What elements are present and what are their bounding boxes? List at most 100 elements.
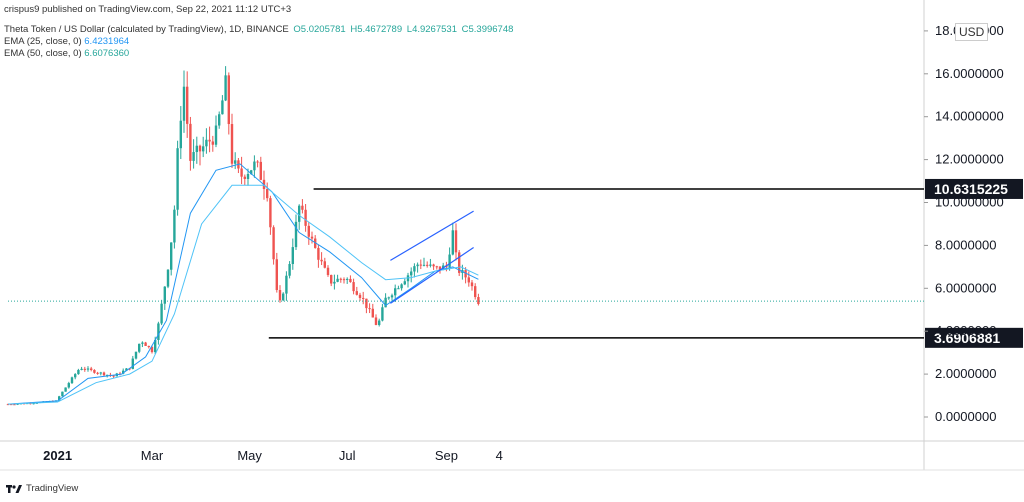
x-tick-label: Sep: [435, 448, 458, 463]
candle-body: [346, 278, 349, 280]
ema25-label: EMA (25, close, 0): [4, 36, 82, 47]
candle-body: [362, 297, 365, 299]
candle-body: [349, 278, 352, 283]
candle-body: [307, 225, 310, 237]
candle-body: [182, 86, 186, 121]
ema50-value: 6.6076360: [84, 48, 130, 59]
candle-body: [304, 209, 307, 226]
y-tick-label: 16.0000000: [935, 66, 1004, 81]
candle-body: [214, 125, 218, 145]
candle-body: [339, 278, 342, 280]
candle-body: [403, 281, 406, 285]
candle-body: [288, 264, 291, 276]
candle-body: [266, 189, 269, 199]
candle-body: [464, 270, 467, 278]
x-tick-label: Jul: [339, 448, 356, 463]
candle-body: [70, 377, 74, 384]
channel-line: [390, 210, 474, 261]
candle-body: [374, 317, 378, 325]
candle-body: [426, 264, 429, 266]
candle-body: [454, 230, 458, 253]
candle-body: [170, 242, 173, 270]
candle-body: [218, 114, 221, 126]
candle-body: [163, 286, 166, 304]
candle-body: [202, 146, 205, 152]
candle-body: [269, 198, 272, 228]
candle-body: [16, 403, 19, 405]
candle-body: [432, 264, 435, 267]
candle-body: [189, 123, 192, 161]
candle-body: [122, 370, 125, 374]
candle-body: [467, 277, 470, 283]
candle-body: [150, 346, 154, 353]
candle-body: [77, 369, 80, 375]
candle-body: [173, 209, 176, 243]
candle-body: [58, 396, 61, 401]
candle-body: [112, 375, 115, 377]
candle-body: [160, 303, 163, 324]
candle-body: [298, 205, 301, 222]
candle-body: [93, 369, 96, 373]
candle-body: [234, 160, 237, 164]
ema50-label: EMA (50, close, 0): [4, 48, 82, 59]
candle-body: [422, 264, 426, 266]
y-tick-label: 4.0000000: [935, 323, 996, 338]
candle-body: [208, 139, 211, 142]
candle-body: [438, 266, 442, 271]
candle-body: [221, 100, 224, 115]
candle-body: [86, 368, 90, 370]
candle-body: [470, 282, 474, 287]
candle-body: [256, 161, 259, 163]
candle-body: [227, 75, 230, 125]
candle-body: [157, 323, 160, 340]
x-tick-label: 4: [496, 448, 503, 463]
ohlc-close: C5.3996748: [461, 24, 514, 35]
candle-body: [243, 176, 246, 179]
candle-body: [67, 383, 70, 388]
candle-body: [387, 297, 390, 299]
candle-body: [394, 288, 397, 296]
candle-body: [74, 374, 77, 378]
candle-body: [230, 124, 234, 164]
candle-body: [80, 368, 83, 370]
candle-body: [333, 281, 336, 284]
candle-body: [330, 274, 333, 284]
candle-body: [102, 372, 106, 376]
candle-body: [474, 286, 477, 298]
candle-body: [240, 168, 243, 177]
candle-body: [291, 247, 294, 265]
candle-body: [32, 403, 35, 405]
level-label-box: [925, 327, 1023, 348]
y-tick-label: 0.0000000: [935, 409, 996, 424]
candle-body: [390, 295, 394, 298]
symbol-title: Theta Token / US Dollar (calculated by T…: [4, 24, 289, 35]
footer[interactable]: TradingView: [6, 483, 78, 494]
candle-body: [166, 269, 170, 287]
y-tick-label: 8.0000000: [935, 237, 996, 252]
candle-body: [192, 152, 195, 161]
ema50-legend[interactable]: EMA (50, close, 0) 6.6076360: [4, 48, 129, 59]
candle-body: [198, 145, 202, 152]
candle-body: [355, 291, 358, 295]
candle-body: [458, 252, 461, 273]
candle-body: [176, 148, 179, 210]
y-tick-label: 10.0000000: [935, 195, 1004, 210]
candle-body: [179, 120, 182, 149]
candle-body: [448, 254, 451, 267]
candle-body: [10, 404, 13, 406]
candle-body: [326, 267, 330, 275]
candle-body: [144, 342, 147, 346]
candle-body: [125, 368, 128, 371]
ema25-legend[interactable]: EMA (25, close, 0) 6.4231964: [4, 36, 129, 47]
candle-body: [275, 259, 278, 291]
candle-body: [259, 161, 262, 180]
candle-body: [131, 358, 134, 369]
currency-selector[interactable]: USD: [955, 23, 989, 41]
candle-body: [99, 372, 102, 374]
ohlc-high: H5.4672789: [350, 24, 403, 35]
candle-body: [246, 174, 250, 179]
candle-body: [294, 221, 298, 248]
candle-body: [358, 294, 362, 298]
